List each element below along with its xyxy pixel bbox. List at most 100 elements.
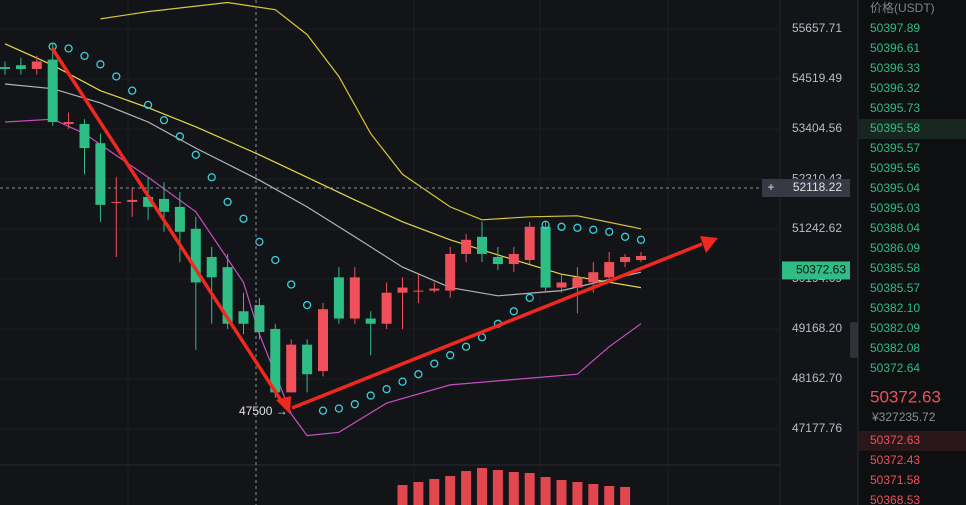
volume-bar (461, 471, 472, 505)
crosshair-price-label: 52118.22 (793, 180, 842, 194)
volume-bar (588, 484, 599, 505)
sar-dot (350, 400, 359, 409)
sar-dot (191, 150, 200, 159)
candle-body (286, 344, 297, 393)
volume-bar (572, 482, 583, 505)
sar-dot (318, 406, 328, 415)
ask-price: 50385.57 (870, 281, 920, 295)
candle-body (604, 262, 615, 278)
sar-dot (525, 293, 534, 302)
sar-dot (96, 60, 105, 69)
candle-body (174, 206, 185, 232)
candle-body (381, 292, 392, 324)
order-book-bg (858, 0, 966, 505)
candle-body (127, 199, 138, 202)
candle-body (79, 123, 90, 149)
candle-body (238, 311, 249, 324)
bid-price: 50368.53 (870, 493, 920, 505)
sar-dot (287, 280, 296, 289)
sar-dot (175, 132, 185, 141)
candle-body (222, 267, 233, 324)
candle-body (636, 255, 646, 261)
ask-price: 50388.04 (870, 221, 920, 235)
candle-body (302, 344, 313, 375)
candle-body (429, 288, 440, 291)
sar-dot (128, 86, 137, 95)
volume-bar (540, 477, 551, 505)
sar-dot (382, 384, 391, 394)
candle-body (365, 318, 376, 324)
candle-body (556, 282, 567, 288)
bid-price: 50372.43 (870, 453, 920, 467)
y-tick-label: 55657.71 (792, 21, 842, 35)
candle-body (508, 253, 519, 265)
candle-body (15, 65, 26, 69)
candle-body (524, 226, 535, 261)
sar-dot (271, 255, 280, 265)
ask-price: 50382.08 (870, 341, 920, 355)
candle-body (349, 277, 360, 319)
low-annotation: 47500 → (239, 404, 288, 418)
y-tick-label: 51242.62 (792, 221, 842, 235)
candle-body (572, 277, 583, 288)
sar-dot (557, 222, 566, 231)
volume-bar (524, 473, 535, 505)
sar-dot (159, 115, 169, 125)
candle-body (333, 277, 344, 319)
candle-body (95, 143, 106, 205)
sar-dot (605, 227, 614, 236)
y-tick-label: 54519.49 (792, 71, 842, 85)
ask-price: 50386.09 (870, 241, 920, 255)
volume-bar (429, 479, 440, 505)
ask-price: 50395.58 (870, 121, 920, 135)
volume-bar (508, 472, 519, 505)
sar-dot (80, 51, 89, 61)
ask-price: 50385.58 (870, 261, 920, 275)
volume-bar (492, 470, 503, 505)
ask-price: 50397.89 (870, 21, 920, 35)
sar-dot (302, 300, 312, 310)
sar-dot (223, 197, 232, 207)
candle-body (270, 328, 281, 393)
candle-body (477, 236, 487, 254)
grid (127, 0, 669, 505)
ask-price: 50395.56 (870, 161, 920, 175)
ask-price: 50382.10 (870, 301, 920, 315)
last-price-label: 50372.63 (796, 263, 846, 277)
bid-price: 50371.58 (870, 473, 920, 487)
candle-body (588, 272, 599, 283)
chart-bg (0, 0, 858, 505)
sar-dot (143, 100, 153, 110)
crosshair-label-bg (762, 179, 850, 198)
candle-body (31, 61, 42, 69)
candle-body (461, 239, 472, 254)
sar-dot (509, 307, 518, 316)
volume-bar (556, 480, 567, 505)
sar-dot (64, 44, 73, 53)
y-tick-label: 49168.20 (792, 321, 842, 335)
ask-price: 50395.03 (870, 201, 920, 215)
candle-body (63, 122, 74, 124)
price-axis: 55657.7154519.4953404.5652310.4351242.62… (762, 21, 850, 435)
sar-dot (334, 404, 344, 413)
volume-bar (620, 487, 631, 505)
candle-body (111, 201, 122, 203)
ask-price: 50396.61 (870, 41, 920, 55)
candle-body (318, 309, 328, 372)
candle-body (413, 290, 424, 292)
sar-dot (398, 377, 407, 386)
volume-bar (397, 485, 408, 505)
candle-body (620, 256, 631, 263)
order-book-header: 价格(USDT) (870, 0, 935, 15)
sar-dot (620, 232, 630, 241)
plot (0, 1, 780, 505)
ask-price: 50395.57 (870, 141, 920, 155)
candle-body (445, 253, 456, 291)
trend-arrows (50, 47, 718, 414)
mid-price: 50372.63 (870, 387, 941, 406)
arrow-head (276, 396, 291, 414)
sar-dot (573, 223, 582, 232)
scroll-handle[interactable] (850, 322, 858, 358)
